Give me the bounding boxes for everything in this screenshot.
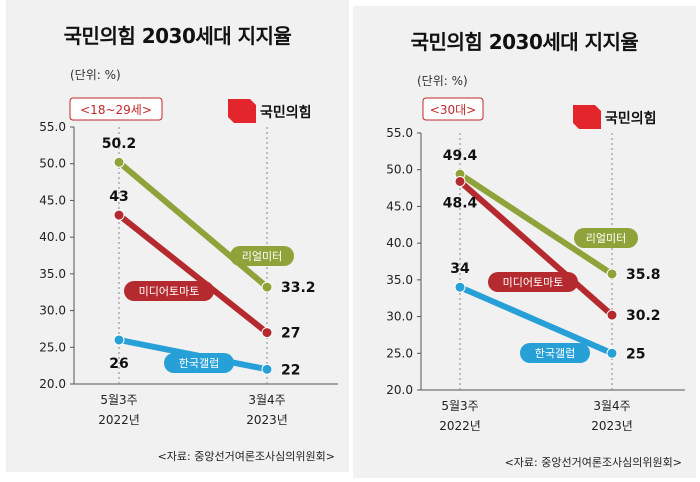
y-tick-label: 20.0 [386, 383, 413, 397]
data-point [606, 268, 618, 280]
y-tick-label: 45.0 [39, 193, 66, 207]
chart-title: 국민의힘 2030세대 지지율 [410, 30, 639, 54]
party-logo-text: 국민의힘 [260, 104, 312, 121]
unit-label: (단위: %) [70, 68, 121, 82]
series-line [458, 284, 614, 357]
data-label: 27 [281, 326, 300, 342]
party-logo-text: 국민의힘 [605, 110, 657, 127]
y-tick-label: 20.0 [39, 377, 66, 391]
series-name-label: 리얼미터 [242, 249, 282, 263]
series-name-label: 리얼미터 [586, 231, 626, 245]
series-name-label: 미디어토마토 [139, 285, 200, 298]
data-label: 25 [626, 346, 645, 362]
x-tick-label: 3월4주 [593, 399, 630, 413]
series-name-pill [230, 246, 294, 266]
data-label: 26 [109, 356, 128, 372]
party-logo-icon [228, 99, 256, 123]
series-name-pill [164, 353, 234, 373]
data-point [606, 309, 618, 321]
data-point [113, 209, 125, 221]
data-point [113, 334, 125, 346]
y-tick-label: 40.0 [386, 236, 413, 250]
data-label: 50.2 [102, 136, 137, 152]
data-point [606, 347, 618, 359]
series-name-label: 미디어토마토 [503, 276, 564, 289]
data-point [261, 281, 273, 293]
group-badge [69, 97, 163, 121]
y-tick-label: 45.0 [386, 199, 413, 213]
x-tick-label: 2023년 [246, 413, 288, 427]
group-badge-label: <30대> [430, 103, 476, 117]
group-badge [422, 97, 484, 121]
series-name-pill [520, 343, 590, 363]
y-tick-label: 25.0 [386, 346, 413, 360]
series-line [458, 171, 614, 277]
x-tick-label: 5월3주 [100, 393, 137, 407]
x-tick-label: 2023년 [591, 419, 633, 433]
chart-title: 국민의힘 2030세대 지지율 [63, 24, 292, 48]
data-label: 43 [109, 189, 128, 205]
x-tick-label: 5월3주 [441, 399, 478, 413]
series-name-pill [488, 272, 578, 292]
data-point [113, 156, 125, 168]
x-tick-label: 2022년 [439, 419, 481, 433]
source-note: <자료: 중앙선거여론조사심의위원회> [504, 456, 682, 469]
y-tick-label: 30.0 [386, 310, 413, 324]
y-tick-label: 40.0 [39, 230, 66, 244]
y-tick-label: 55.0 [39, 120, 66, 134]
y-tick-label: 55.0 [386, 126, 413, 140]
unit-label: (단위: %) [417, 74, 468, 88]
data-label: 22 [281, 362, 300, 378]
series-name-pill [124, 281, 214, 301]
x-tick-label: 2022년 [98, 413, 140, 427]
data-label: 34 [450, 261, 470, 277]
y-tick-label: 50.0 [386, 163, 413, 177]
y-tick-label: 25.0 [39, 340, 66, 354]
data-point [454, 175, 466, 187]
line-chart-30s: 55.0 50.0 45.0 40.0 35.0 30.0 25.0 20.0 5월3주 2022… [386, 97, 685, 433]
data-label: 30.2 [626, 308, 661, 324]
series-line [117, 159, 269, 290]
data-label: 49.4 [443, 148, 478, 164]
x-tick-label: 3월4주 [248, 393, 285, 407]
chart-panel-30s: 국민의힘 2030세대 지지율 (단위: %) 55.0 50.0 45.0 40.0… [353, 6, 696, 478]
data-label: 35.8 [626, 267, 661, 283]
source-note: <자료: 중앙선거여론조사심의위원회> [157, 450, 335, 463]
data-point [261, 363, 273, 375]
series-line [117, 212, 269, 335]
series-line [458, 179, 614, 318]
y-tick-label: 35.0 [386, 273, 413, 287]
chart-panel-18-29: 국민의힘 2030세대 지지율 (단위: %) 55.0 50.0 45.0 40.0… [6, 0, 349, 472]
line-chart-18-29: 55.0 50.0 45.0 40.0 35.0 30.0 25.0 20.0 5월3주 2022… [39, 97, 338, 427]
series-name-label: 한국갤럽 [535, 346, 575, 360]
y-tick-label: 50.0 [39, 157, 66, 171]
series-name-pill [574, 228, 638, 248]
party-logo-icon [573, 105, 601, 129]
data-label: 48.4 [443, 195, 478, 211]
data-point [261, 327, 273, 339]
y-tick-label: 30.0 [39, 304, 66, 318]
data-point [454, 281, 466, 293]
group-badge-label: <18~29세> [80, 103, 152, 117]
series-name-label: 한국갤럽 [179, 356, 219, 370]
y-tick-label: 35.0 [39, 267, 66, 281]
data-label: 33.2 [281, 280, 316, 296]
